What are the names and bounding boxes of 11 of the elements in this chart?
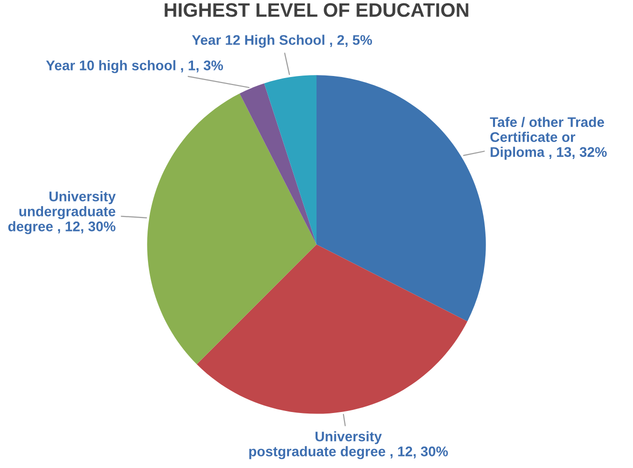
pie-slice bbox=[196, 244, 468, 414]
pie-slice bbox=[264, 75, 316, 244]
slice-label: Year 12 High School , 2, 5% bbox=[192, 34, 372, 48]
pie-slice bbox=[316, 75, 486, 322]
slice-label: University undergraduate degree , 12, 30% bbox=[8, 191, 116, 234]
pie-slice bbox=[240, 83, 316, 244]
chart-title: HIGHEST LEVEL OF EDUCATION bbox=[164, 3, 468, 17]
pie-slice bbox=[147, 94, 316, 364]
slice-label: Tafe / other Trade Certificate or Diploma , 13, 32% bbox=[490, 116, 607, 160]
slice-label: University postgraduate degree , 12, 30% bbox=[249, 431, 448, 460]
slice-label: Year 10 high school , 1, 3% bbox=[46, 60, 223, 74]
